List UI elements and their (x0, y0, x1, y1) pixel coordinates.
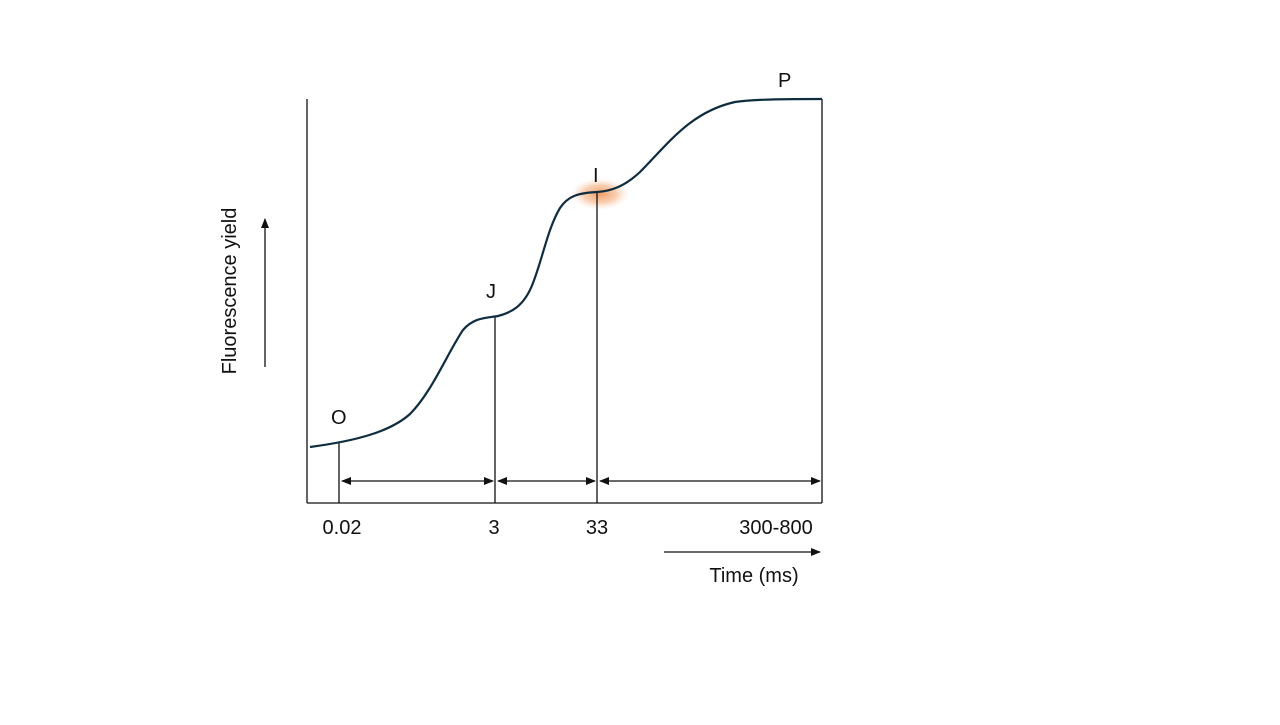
time-tick-3: 3 (488, 517, 499, 539)
phase-label-p: P (778, 70, 791, 92)
phase-label-i: I (593, 165, 599, 187)
y-axis-title: Fluorescence yield (219, 208, 241, 375)
i-point-highlight (570, 178, 630, 210)
time-tick-0-02: 0.02 (323, 517, 362, 539)
time-tick-300-800: 300-800 (739, 517, 812, 539)
x-axis-title: Time (ms) (709, 565, 798, 587)
phase-label-j: J (486, 281, 496, 303)
time-tick-33: 33 (586, 517, 608, 539)
phase-label-o: O (331, 407, 347, 429)
fluorescence-curve (309, 97, 823, 449)
